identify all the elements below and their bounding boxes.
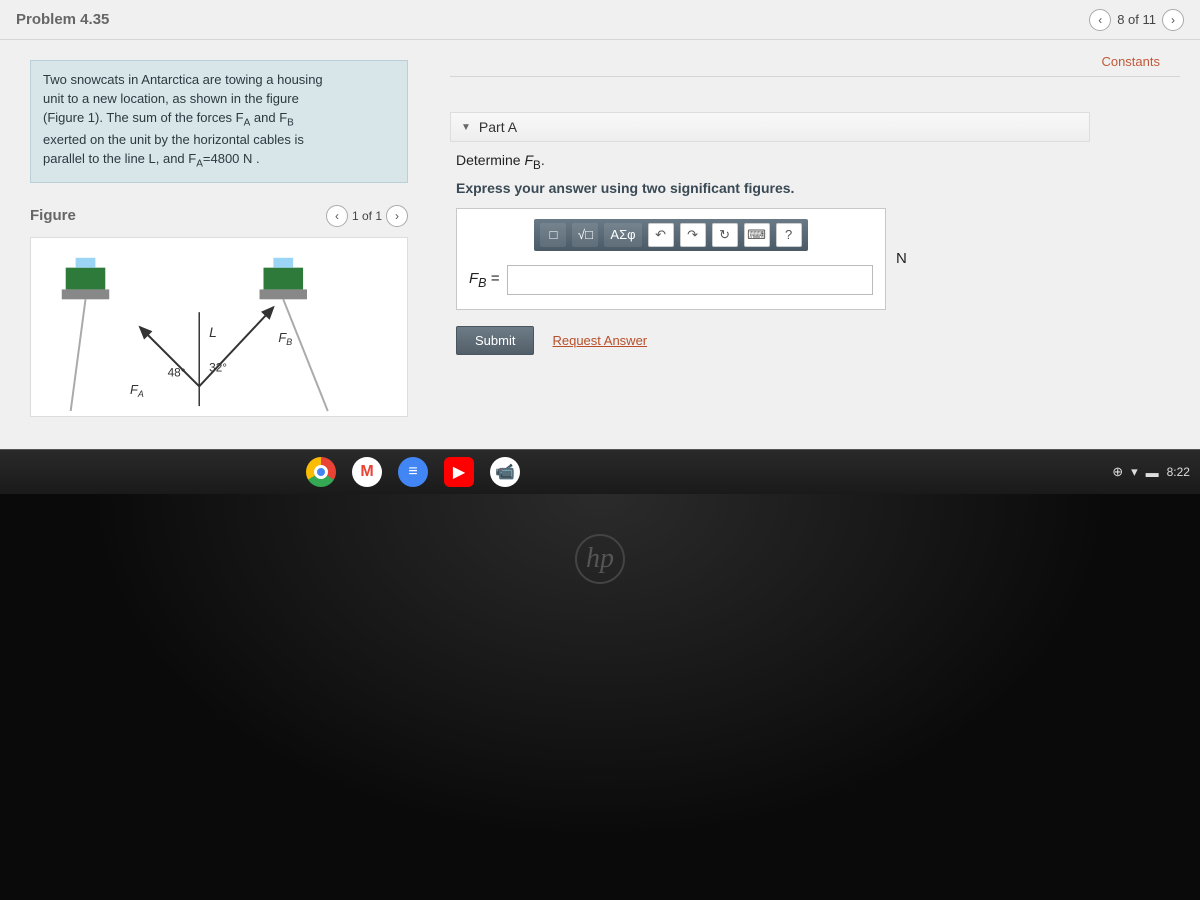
equation-toolbar: □ √□ ΑΣφ ↶ ↷ ↻ ⌨ ? [534, 219, 807, 251]
instruction-text: Express your answer using two significan… [456, 180, 1090, 196]
undo-button[interactable]: ↶ [648, 223, 674, 247]
problem-title: Problem 4.35 [16, 11, 109, 28]
figure-heading: Figure [30, 207, 76, 224]
nav-position: 8 of 11 [1117, 12, 1156, 27]
template-button[interactable]: □ [540, 223, 566, 247]
sqrt-button[interactable]: √□ [572, 223, 598, 247]
chrome-icon[interactable] [306, 457, 336, 487]
submit-button[interactable]: Submit [456, 326, 534, 355]
part-a-header[interactable]: ▼ Part A [450, 112, 1090, 142]
figure-prev-button[interactable]: ‹ [326, 205, 348, 227]
taskbar: M ≡ ▶ 📹 ⊕ ▾ ▬ 8:22 [0, 450, 1200, 494]
laptop-body: hp [0, 494, 1200, 900]
gmail-icon[interactable]: M [352, 457, 382, 487]
constants-link[interactable]: Constants [1101, 54, 1160, 69]
next-problem-button[interactable]: › [1162, 9, 1184, 31]
meet-icon[interactable]: 📹 [490, 457, 520, 487]
battery-icon[interactable]: ▬ [1146, 465, 1159, 480]
part-label: Part A [479, 119, 517, 135]
help-button[interactable]: ? [776, 223, 802, 247]
clock: 8:22 [1167, 465, 1190, 479]
figure-next-button[interactable]: › [386, 205, 408, 227]
figure-image: L 48° 32° FA FB [30, 237, 408, 417]
hp-logo: hp [575, 534, 625, 584]
svg-text:L: L [209, 324, 217, 340]
request-answer-link[interactable]: Request Answer [552, 333, 647, 348]
wifi-icon[interactable]: ▾ [1131, 464, 1138, 480]
add-icon[interactable]: ⊕ [1112, 464, 1123, 480]
svg-text:FA: FA [130, 382, 144, 399]
unit-label: N [896, 250, 907, 267]
svg-text:32°: 32° [209, 360, 227, 374]
keyboard-button[interactable]: ⌨ [744, 223, 770, 247]
youtube-icon[interactable]: ▶ [444, 457, 474, 487]
variable-label: FB = [469, 270, 499, 290]
answer-input[interactable] [507, 265, 873, 295]
answer-box: □ √□ ΑΣφ ↶ ↷ ↻ ⌨ ? FB = [456, 208, 886, 310]
chevron-down-icon: ▼ [461, 122, 471, 133]
reset-button[interactable]: ↻ [712, 223, 738, 247]
svg-text:48°: 48° [168, 365, 186, 379]
prev-problem-button[interactable]: ‹ [1089, 9, 1111, 31]
greek-button[interactable]: ΑΣφ [604, 223, 641, 247]
problem-description: Two snowcats in Antarctica are towing a … [30, 60, 408, 183]
menu-icon[interactable]: ≡ [398, 457, 428, 487]
redo-button[interactable]: ↷ [680, 223, 706, 247]
determine-text: Determine FB. [456, 152, 1090, 172]
figure-pager: 1 of 1 [352, 209, 382, 223]
svg-text:FB: FB [278, 330, 292, 347]
